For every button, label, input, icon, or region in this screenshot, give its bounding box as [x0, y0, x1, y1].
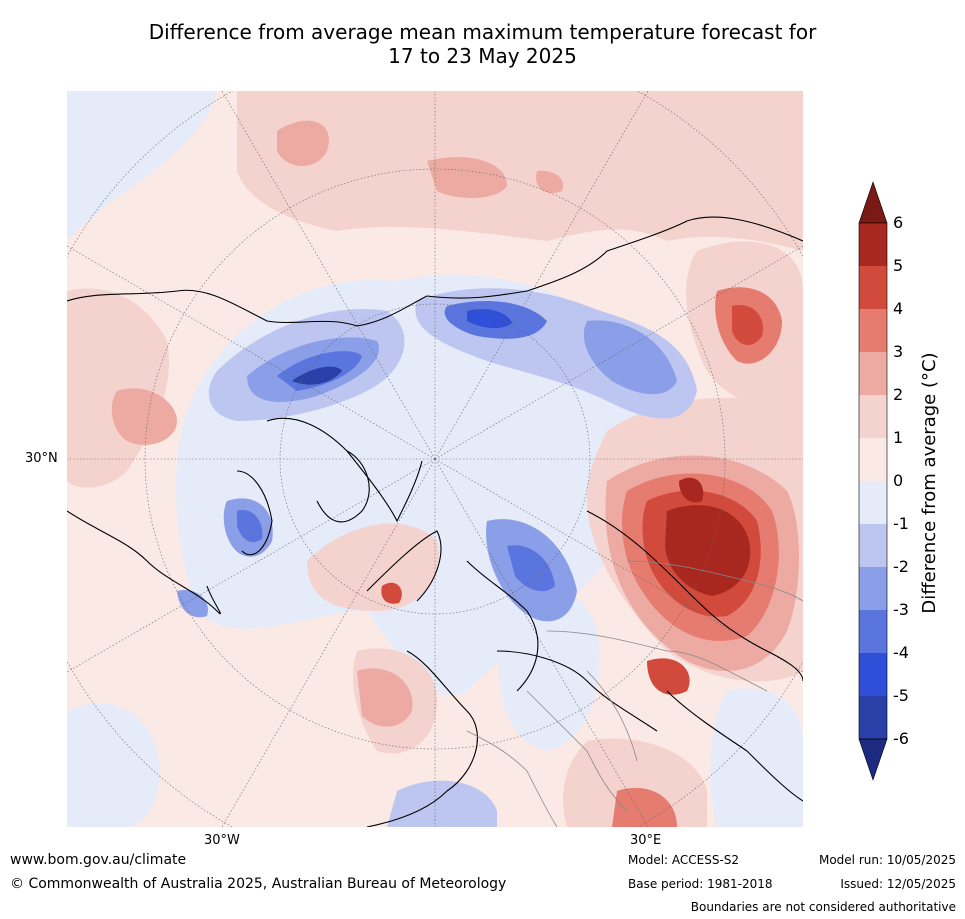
coastlines	[67, 216, 803, 827]
title-line-1: Difference from average mean maximum tem…	[148, 20, 817, 44]
footer-url[interactable]: www.bom.gov.au/climate	[10, 852, 187, 868]
colorbar-tick-label: 3	[893, 342, 904, 361]
colorbar-band	[859, 567, 887, 610]
colorbar-tick-label: 6	[893, 213, 904, 232]
anomaly-region	[237, 91, 803, 251]
longitude-label-30w: 30°W	[204, 833, 240, 848]
colorbar-tick-label: -4	[893, 643, 909, 662]
colorbar-band	[859, 438, 887, 481]
anomaly-region	[467, 309, 512, 329]
footer-model-run: Model run: 10/05/2025	[818, 853, 956, 867]
footer-copyright: © Commonwealth of Australia 2025, Austra…	[10, 876, 507, 892]
anomaly-region	[536, 170, 564, 193]
colorbar-band	[859, 352, 887, 395]
colorbar-band	[859, 696, 887, 739]
colorbar-tick-label: -6	[893, 729, 909, 748]
anomaly-region	[732, 305, 763, 346]
anomaly-region	[665, 505, 751, 596]
colorbar-outline	[858, 222, 888, 740]
footer-model: Model: ACCESS-S2	[628, 853, 740, 867]
anomaly-region	[292, 366, 342, 385]
graticule	[67, 91, 803, 827]
colorbar-band	[859, 395, 887, 438]
colorbar-tick-label: 5	[893, 256, 904, 275]
anomaly-region	[427, 157, 507, 198]
anomaly-region	[387, 780, 497, 827]
forecast-map[interactable]	[67, 91, 803, 827]
latitude-label-30n: 30°N	[25, 451, 58, 466]
colorbar-band	[859, 223, 887, 266]
anomaly-region	[307, 523, 439, 611]
anomaly-region	[67, 91, 217, 241]
colorbar-tick-label: 0	[893, 471, 904, 490]
colorbar-tick-label: 1	[893, 428, 904, 447]
anomaly-region	[499, 589, 600, 751]
anomaly-region	[507, 545, 555, 592]
title-line-2: 17 to 23 May 2025	[388, 44, 577, 68]
anomaly-region	[111, 388, 177, 445]
chart-title: Difference from average mean maximum tem…	[0, 20, 965, 68]
colorbar-tick-label: 4	[893, 299, 904, 318]
footer-base-period: Base period: 1981-2018	[628, 877, 773, 891]
anomaly-region	[381, 582, 402, 604]
anomaly-region	[679, 477, 704, 503]
colorbar-band	[859, 610, 887, 653]
colorbar-band	[859, 524, 887, 567]
footer-disclaimer: Boundaries are not considered authoritat…	[690, 900, 956, 914]
country-borders	[466, 560, 803, 827]
colorbar-band	[859, 266, 887, 309]
anomaly-region	[67, 703, 160, 827]
longitude-label-30e: 30°E	[630, 833, 662, 848]
anomaly-region	[583, 320, 677, 395]
footer-issued: Issued: 12/05/2025	[840, 877, 956, 891]
map-svg	[67, 91, 803, 827]
colorbar-band	[859, 653, 887, 696]
anomaly-region	[563, 738, 707, 827]
colorbar-extend-high	[858, 181, 888, 224]
colorbar-label: Difference from average (°C)	[919, 352, 940, 614]
colorbar-tick-label: -3	[893, 600, 909, 619]
colorbar-tick-label: -2	[893, 557, 909, 576]
colorbar-tick-label: -1	[893, 514, 909, 533]
colorbar-band	[859, 481, 887, 524]
colorbar-tick-label: 2	[893, 385, 904, 404]
anomaly-region	[710, 688, 803, 827]
anomaly-region	[612, 787, 677, 827]
colorbar-band	[859, 309, 887, 352]
anomaly-region	[647, 658, 690, 695]
anomaly-region	[237, 510, 263, 543]
colorbar-extend-low	[858, 738, 888, 781]
anomaly-region	[277, 120, 329, 166]
colorbar	[858, 181, 888, 781]
anomaly-region	[177, 590, 208, 618]
colorbar-tick-label: -5	[893, 686, 909, 705]
anomaly-region	[357, 668, 413, 727]
